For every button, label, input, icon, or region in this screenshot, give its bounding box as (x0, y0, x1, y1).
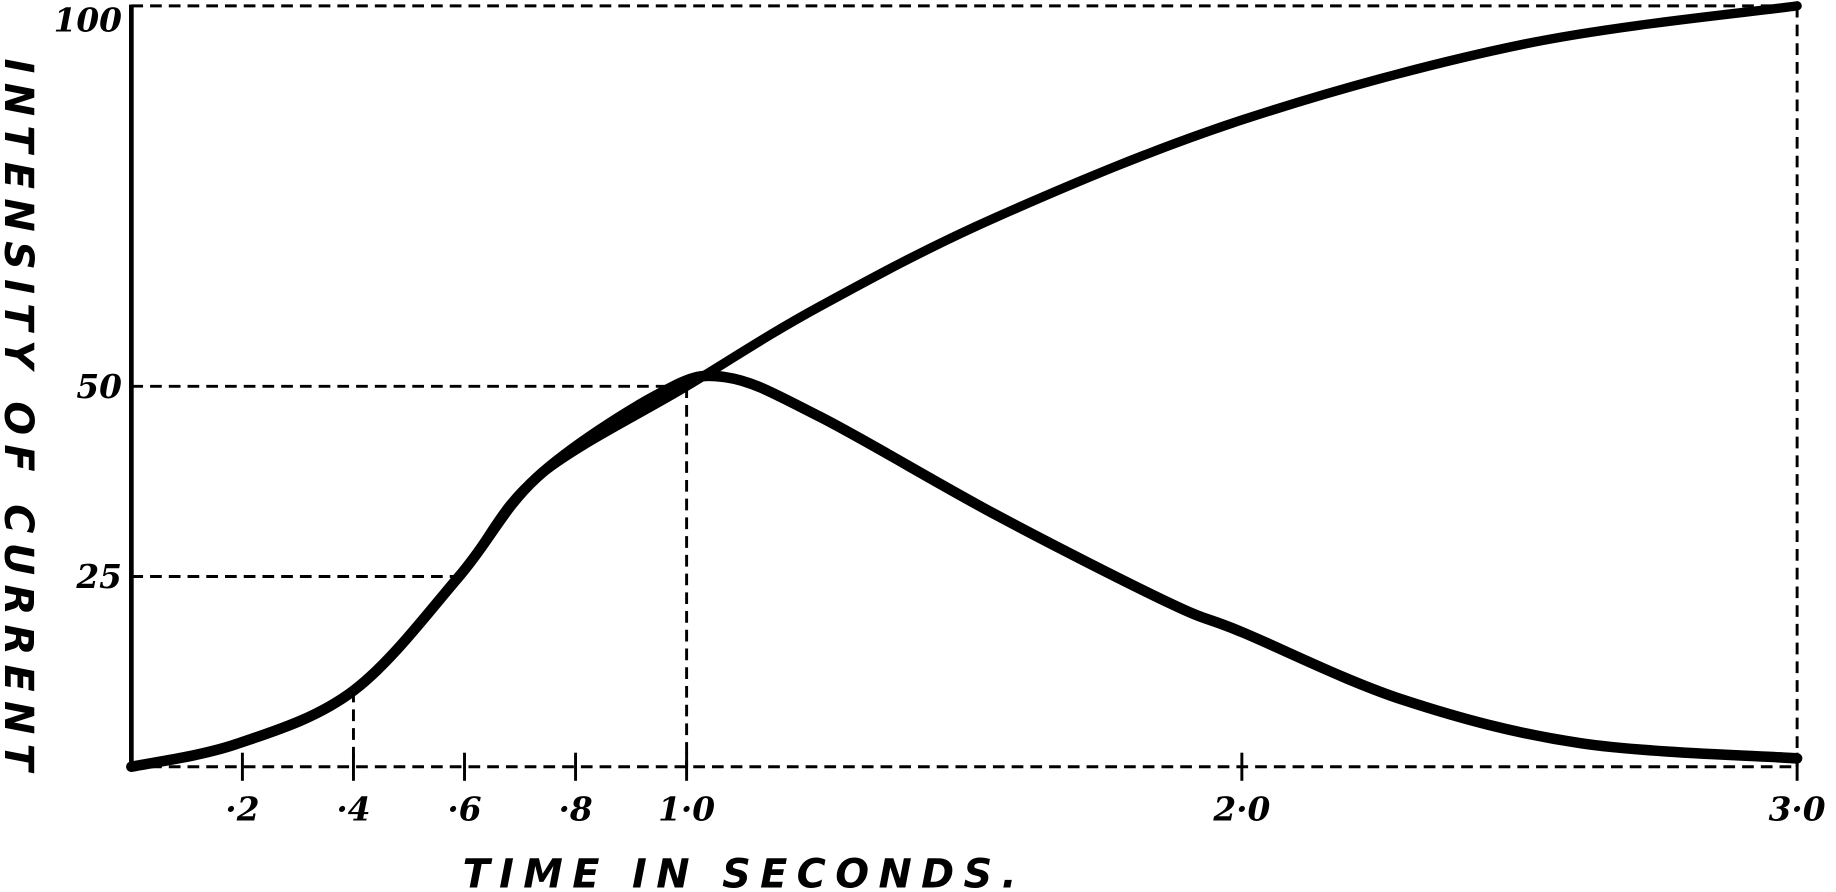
x-axis-title: TIME IN SECONDS. (463, 851, 1026, 892)
y-tick-label: 50 (76, 367, 122, 406)
x-tick-label: ·6 (447, 790, 481, 829)
reference-lines (131, 384, 689, 767)
y-ticks: 25 50 100 (54, 1, 123, 597)
x-tick-label: ·2 (225, 790, 259, 829)
curves (126, 1, 1803, 773)
x-tick-label: ·8 (558, 790, 592, 829)
x-tick-label: 1·0 (658, 790, 715, 829)
plot-frame (129, 4, 1799, 770)
series-line-2 (126, 370, 1803, 773)
x-ticks: ·2 ·4 ·6 ·8 1·0 2·0 3·0 (225, 752, 1826, 829)
x-tick-label: 3·0 (1769, 790, 1826, 829)
x-tick-label: ·4 (336, 790, 370, 829)
y-tick-label: 25 (75, 557, 122, 596)
x-tick-label: 2·0 (1212, 790, 1270, 829)
y-axis-title: INTENSITY OF CURRENT (0, 59, 41, 781)
y-tick-label: 100 (54, 1, 123, 40)
